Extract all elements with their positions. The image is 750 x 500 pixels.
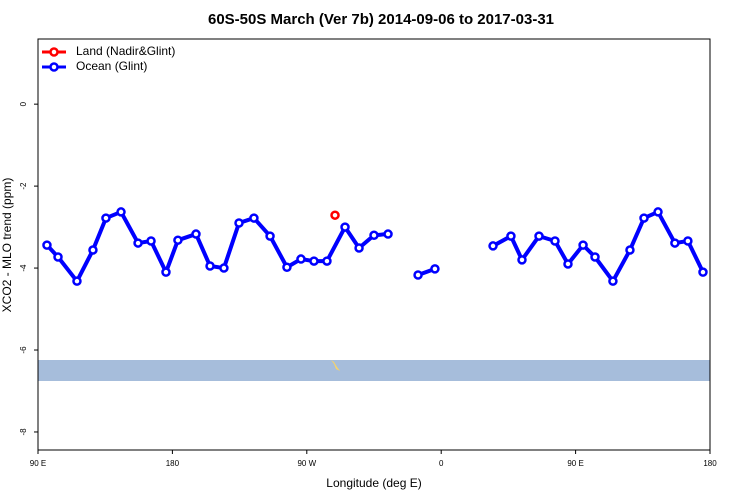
point <box>625 245 635 255</box>
point <box>296 254 306 264</box>
x-tick-label: 90 W <box>297 459 316 468</box>
legend-label: Ocean (Glint) <box>76 59 147 73</box>
legend-label: Land (Nadir&Glint) <box>76 44 175 58</box>
point <box>322 256 332 266</box>
x-tick-label: 90 E <box>567 459 583 468</box>
point <box>53 252 63 262</box>
point <box>309 256 319 266</box>
point <box>116 207 126 217</box>
point <box>234 218 244 228</box>
legend-marker <box>49 62 59 72</box>
x-tick-label: 180 <box>166 459 180 468</box>
land-shape <box>331 360 340 371</box>
line <box>45 209 389 284</box>
y-tick-label: -8 <box>19 428 28 436</box>
point <box>550 236 560 246</box>
point <box>578 240 588 250</box>
plot-frame <box>37 38 711 451</box>
x-axis-title: Longitude (deg E) <box>326 476 421 490</box>
point <box>249 213 259 223</box>
point <box>219 263 229 273</box>
y-tick-label: 0 <box>19 101 28 106</box>
point <box>590 252 600 262</box>
point <box>383 229 393 239</box>
x-tick-label: 0 <box>439 459 444 468</box>
point <box>563 259 573 269</box>
point <box>534 231 544 241</box>
point <box>683 236 693 246</box>
point <box>698 267 708 277</box>
map-strip <box>38 360 710 381</box>
point <box>173 235 183 245</box>
point <box>191 229 201 239</box>
point <box>42 240 52 250</box>
y-tick-label: -6 <box>19 346 28 354</box>
point <box>517 255 527 265</box>
chart-title: 60S-50S March (Ver 7b) 2014-09-06 to 201… <box>208 11 554 28</box>
y-tick-label: -2 <box>19 182 28 190</box>
point <box>639 213 649 223</box>
point <box>506 231 516 241</box>
point <box>340 222 350 232</box>
point <box>608 276 618 286</box>
point <box>88 245 98 255</box>
point <box>670 238 680 248</box>
point <box>161 267 171 277</box>
point <box>72 276 82 286</box>
point <box>133 238 143 248</box>
point <box>430 264 440 274</box>
point <box>354 243 364 253</box>
point <box>146 236 156 246</box>
line <box>492 209 705 284</box>
y-tick-label: -4 <box>19 264 28 272</box>
point <box>330 210 340 220</box>
y-axis-title: XCO2 - MLO trend (ppm) <box>0 178 14 313</box>
point <box>488 241 498 251</box>
x-tick-label: 180 <box>703 459 717 468</box>
x-tick-label: 90 E <box>30 459 46 468</box>
point <box>369 230 379 241</box>
point <box>653 207 663 217</box>
point <box>101 213 111 223</box>
point <box>205 261 215 271</box>
point <box>282 262 292 272</box>
point <box>265 231 275 241</box>
point <box>413 270 423 280</box>
legend-marker <box>49 47 59 57</box>
